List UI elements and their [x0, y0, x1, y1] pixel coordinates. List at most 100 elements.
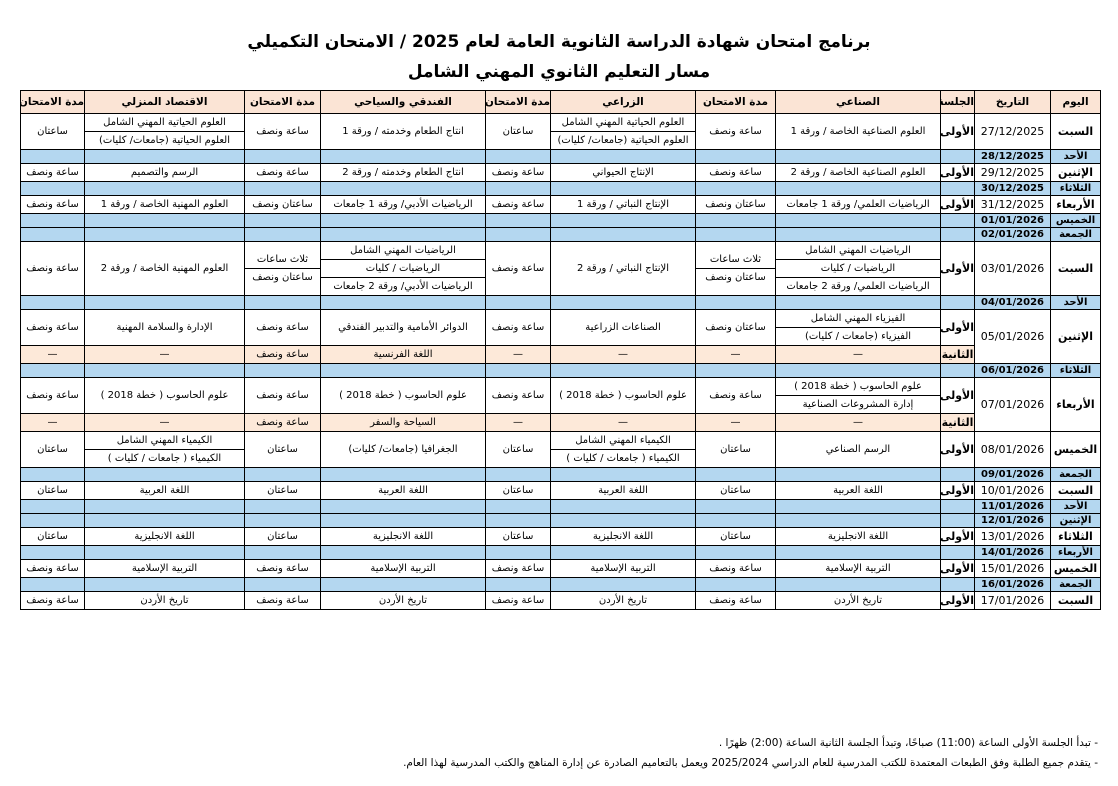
duration-cell: ساعة ونصف — [20, 377, 85, 414]
subject-cell: الرسم الصناعي — [775, 431, 941, 468]
empty-cell — [244, 213, 321, 228]
duration-cell: ساعتان — [244, 527, 321, 546]
cell-line: الرسم والتصميم — [130, 167, 199, 178]
empty-cell — [695, 227, 776, 242]
cell-line: ساعة ونصف — [26, 563, 79, 574]
empty-cell — [775, 149, 941, 164]
cell-line: ساعتان — [502, 485, 534, 496]
empty-cell — [940, 577, 975, 592]
cell-line: السياحة والسفر — [370, 417, 436, 428]
duration-cell: ساعة ونصف — [244, 163, 321, 182]
date: 11/01/2026 — [974, 499, 1051, 514]
cell-line: اللغة الانجليزية — [827, 531, 889, 542]
empty-cell — [84, 467, 245, 482]
subject-cell: الكيمياء المهني الشامل الكيمياء ( جامعات … — [84, 431, 245, 468]
cell-line: الكيمياء ( جامعات / كليات ) — [85, 449, 244, 467]
exam-row: الإثنين 29/12/2025 الأولى العلوم الصناعية ا… — [20, 163, 1101, 182]
session: الأولى — [940, 113, 975, 150]
empty-cell — [20, 295, 85, 310]
subject-cell: الرياضيات الأدبي/ ورقة 1 جامعات — [320, 195, 486, 214]
cell-line: ساعة ونصف — [26, 199, 79, 210]
duration-cell: ساعة ونصف — [20, 591, 85, 610]
date: 01/01/2026 — [974, 213, 1051, 228]
duration-cell: ساعة ونصف — [20, 195, 85, 214]
duration-cell: ساعتان — [20, 481, 85, 500]
empty-cell — [775, 467, 941, 482]
subject-cell: — — [775, 345, 941, 364]
cell-line: ساعتان ونصف — [696, 268, 775, 286]
day: الإثنين — [1050, 309, 1101, 364]
subject-cell: الإنتاج النباتي / ورقة 1 — [550, 195, 696, 214]
cell-line: اللغة العربية — [139, 485, 190, 496]
cell-line: ساعة ونصف — [709, 390, 762, 401]
cell-line: علوم الحاسوب ( خطة 2018 ) — [339, 390, 467, 401]
subject-cell: اللغة الانجليزية — [84, 527, 245, 546]
empty-cell — [244, 467, 321, 482]
subject-cell: علوم الحاسوب ( خطة 2018 ) إدارة المشروعات… — [775, 377, 941, 414]
subject-cell: العلوم الصناعية الخاصة / ورقة 2 — [775, 163, 941, 182]
empty-cell — [550, 295, 696, 310]
cell-line: — — [47, 417, 58, 428]
column-header: الفندقي والسياحي — [320, 90, 486, 114]
empty-cell — [84, 149, 245, 164]
day: الإثنين — [1050, 513, 1101, 528]
duration-cell: ساعتان — [485, 527, 551, 546]
subject-cell: الإنتاج الحيواني — [550, 163, 696, 182]
cell-line: ساعة ونصف — [26, 263, 79, 274]
empty-cell — [20, 467, 85, 482]
date: 15/01/2026 — [974, 559, 1051, 578]
empty-cell — [20, 577, 85, 592]
subject-cell: العلوم المهنية الخاصة / ورقة 2 — [84, 241, 245, 296]
duration-cell: ساعة ونصف — [485, 591, 551, 610]
cell-line: الكيمياء المهني الشامل — [116, 435, 213, 446]
cell-line: — — [730, 417, 741, 428]
column-header: التاريخ — [974, 90, 1051, 114]
duration-cell: ساعة ونصف — [244, 309, 321, 346]
notes: - تبدأ الجلسة الأولى الساعة (11:00) صباح… — [403, 733, 1098, 773]
holiday-row: الأحد 28/12/2025 — [20, 149, 1101, 164]
empty-cell — [695, 363, 776, 378]
empty-cell — [550, 545, 696, 560]
cell-line: ساعة ونصف — [709, 563, 762, 574]
date: 04/01/2026 — [974, 295, 1051, 310]
subject-cell: اللغة الفرنسية — [320, 345, 486, 364]
exam-row: الثانية — — — — اللغة الفرنسية ساعة ونصف — — — [20, 345, 1101, 364]
subject-cell: تاريخ الأردن — [775, 591, 941, 610]
date: 17/01/2026 — [974, 591, 1051, 610]
empty-cell — [695, 181, 776, 196]
duration-cell: — — [695, 345, 776, 364]
subject-cell: الرياضيات العلمي/ ورقة 1 جامعات — [775, 195, 941, 214]
subtitle: مسار التعليم الثانوي المهني الشامل — [407, 62, 711, 82]
cell-line: ساعتان — [502, 126, 534, 137]
cell-line: العلوم الصناعية الخاصة / ورقة 2 — [790, 167, 926, 178]
day: الأحد — [1050, 295, 1101, 310]
column-header: مدة الامتحان — [695, 90, 776, 114]
cell-line: ساعة ونصف — [491, 595, 545, 606]
cell-line: علوم الحاسوب ( خطة 2018 ) — [794, 381, 922, 392]
duration-cell: ساعتان — [244, 481, 321, 500]
cell-line: انتاج الطعام وخدمته / ورقة 1 — [342, 126, 464, 137]
empty-cell — [244, 227, 321, 242]
duration-cell: ساعتان ونصف — [695, 195, 776, 214]
cell-line: ساعة ونصف — [256, 595, 309, 606]
subject-cell: الفيزياء المهني الشامل الفيزياء (جامعات /… — [775, 309, 941, 346]
empty-cell — [20, 499, 85, 514]
cell-line: تاريخ الأردن — [598, 595, 648, 606]
empty-cell — [695, 499, 776, 514]
subject-cell: اللغة الانجليزية — [320, 527, 486, 546]
cell-line: ثلاث ساعات — [709, 254, 762, 265]
schedule-table: اليوم التاريخ الجلسة الصناعي مدة الامتحان الز… — [20, 90, 1101, 610]
cell-line: العلوم الحياتية (جامعات/ كليات) — [551, 131, 695, 149]
cell-line: ساعة ونصف — [709, 167, 762, 178]
duration-cell: ساعة ونصف — [244, 559, 321, 578]
cell-line: اللغة الفرنسية — [373, 349, 433, 360]
date: 07/01/2026 — [974, 377, 1051, 432]
cell-line: — — [513, 417, 523, 428]
subject-cell: تاريخ الأردن — [84, 591, 245, 610]
subject-cell: اللغة العربية — [550, 481, 696, 500]
empty-cell — [244, 545, 321, 560]
cell-line: الرياضيات العلمي/ ورقة 1 جامعات — [786, 199, 930, 210]
exam-row: الثلاثاء 13/01/2026 الأولى اللغة الانجليزية… — [20, 527, 1101, 546]
empty-cell — [550, 227, 696, 242]
date: 05/01/2026 — [974, 309, 1051, 364]
